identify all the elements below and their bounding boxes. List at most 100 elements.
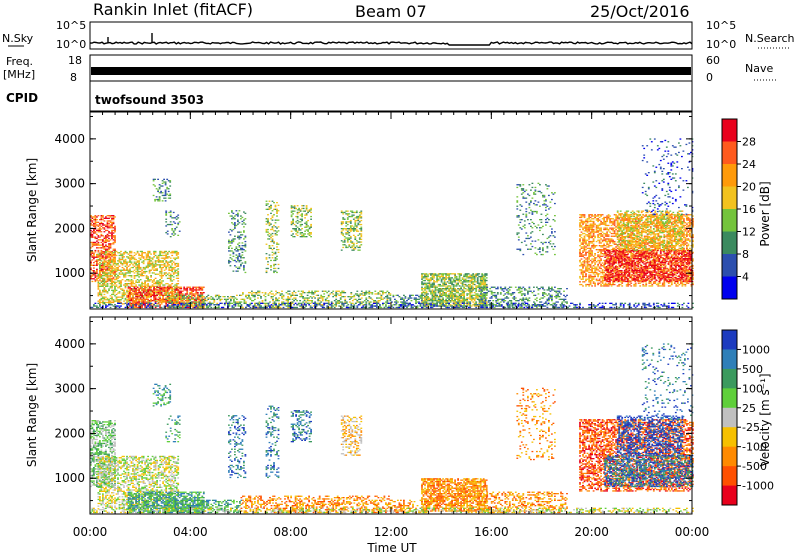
power-cell-762 bbox=[118, 252, 121, 254]
power-cell-785 bbox=[121, 293, 124, 296]
power-cell-1440 bbox=[169, 266, 172, 269]
power-cell-796 bbox=[121, 258, 124, 261]
power-cell-4559 bbox=[527, 298, 529, 300]
power-cell-1608 bbox=[135, 289, 137, 291]
power-cell-1544 bbox=[177, 252, 180, 254]
power-cell-2 bbox=[90, 275, 92, 277]
power-cell-2852 bbox=[345, 222, 348, 224]
power-cell-442 bbox=[114, 252, 116, 254]
power-cell-3952 bbox=[451, 296, 453, 298]
power-cell-2000 bbox=[193, 294, 196, 296]
power-cell-4127 bbox=[466, 285, 469, 287]
power-cell-4966 bbox=[582, 277, 584, 279]
power-cell-1655 bbox=[142, 302, 145, 304]
power-cell-4448 bbox=[499, 301, 502, 303]
power-cell-408 bbox=[112, 278, 115, 280]
power-cell-1512 bbox=[175, 275, 178, 277]
power-cell-2485 bbox=[238, 242, 241, 244]
power-cell-4030 bbox=[457, 279, 459, 282]
power-cell-3209 bbox=[303, 297, 306, 299]
power-cell-1021 bbox=[138, 257, 140, 259]
power-cell-2860 bbox=[346, 237, 349, 239]
power-cell-288 bbox=[105, 236, 107, 238]
power-cell-3356 bbox=[350, 305, 353, 307]
power-cell-860 bbox=[126, 252, 128, 254]
freq-tick-high: 18 bbox=[68, 54, 82, 67]
power-cell-1063 bbox=[141, 252, 143, 254]
power-cell-2920 bbox=[352, 218, 355, 220]
power-cell-1861 bbox=[172, 290, 175, 292]
power-cell-3043 bbox=[257, 306, 259, 309]
power-cell-2676 bbox=[277, 230, 280, 232]
power-cell-1077 bbox=[142, 270, 145, 273]
power-cell-2548 bbox=[265, 253, 268, 255]
power-cell-2446 bbox=[235, 270, 238, 272]
power-cell-2441 bbox=[234, 224, 236, 227]
power-cell-3699 bbox=[430, 298, 432, 300]
power-cell-2814 bbox=[340, 233, 343, 235]
power-cell-2664 bbox=[276, 219, 278, 221]
power-cell-4391 bbox=[484, 297, 487, 299]
power-cell-4174 bbox=[470, 296, 473, 298]
power-cell-3644 bbox=[425, 305, 428, 307]
power-cell-4009 bbox=[455, 289, 458, 291]
power-cell-231 bbox=[102, 243, 104, 245]
power-cell-3406 bbox=[365, 298, 368, 300]
power-cell-1059 bbox=[141, 261, 143, 263]
power-cell-3994 bbox=[454, 281, 456, 283]
power-cell-1958 bbox=[187, 300, 190, 302]
power-cell-4039 bbox=[458, 296, 461, 298]
power-cell-2865 bbox=[346, 223, 349, 226]
power-cell-379 bbox=[109, 216, 112, 218]
power-cell-3462 bbox=[382, 293, 384, 295]
power-cell-862 bbox=[127, 299, 130, 301]
power-cell-2857 bbox=[346, 241, 349, 243]
power-cell-2245 bbox=[228, 304, 231, 306]
power-cell-1783 bbox=[162, 298, 164, 300]
power-cell-3293 bbox=[329, 293, 332, 295]
power-cell-2247 bbox=[228, 297, 231, 299]
power-cell-3633 bbox=[424, 292, 426, 294]
power-cell-3263 bbox=[320, 297, 323, 299]
power-cell-3638 bbox=[424, 282, 426, 284]
power-cell-790 bbox=[121, 273, 124, 275]
power-cell-139 bbox=[97, 251, 100, 253]
power-cell-928 bbox=[132, 288, 134, 290]
power-cell-4060 bbox=[460, 290, 462, 292]
power-cell-4407 bbox=[489, 300, 492, 302]
power-cell-2687 bbox=[290, 214, 293, 216]
power-cell-3109 bbox=[275, 297, 277, 299]
power-cell-3096 bbox=[272, 296, 274, 298]
power-cell-540 bbox=[103, 289, 106, 291]
power-cell-827 bbox=[124, 283, 127, 285]
power-cell-801 bbox=[123, 303, 125, 305]
power-cell-2988 bbox=[360, 213, 363, 215]
power-cell-315 bbox=[106, 235, 109, 237]
power-cell-2958 bbox=[357, 217, 360, 219]
power-cell-1141 bbox=[147, 262, 149, 265]
power-cell-418 bbox=[112, 243, 115, 245]
power-cell-2798 bbox=[308, 226, 311, 228]
power-cell-2724 bbox=[296, 219, 299, 222]
power-cell-1926 bbox=[183, 302, 186, 304]
power-cell-2942 bbox=[355, 226, 358, 228]
power-cell-3793 bbox=[437, 290, 440, 292]
power-cell-1673 bbox=[144, 290, 146, 292]
power-cell-2382 bbox=[177, 222, 180, 224]
power-cell-3268 bbox=[321, 298, 324, 300]
power-cell-1675 bbox=[144, 286, 146, 288]
power-cell-1547 bbox=[127, 296, 130, 298]
power-cell-1992 bbox=[192, 286, 195, 288]
power-cell-1244 bbox=[154, 260, 157, 262]
power-cell-825 bbox=[124, 285, 127, 287]
power-cell-626 bbox=[109, 273, 112, 275]
power-cell-946 bbox=[133, 283, 136, 285]
power-cell-2997 bbox=[242, 293, 244, 295]
power-cell-252 bbox=[103, 252, 106, 254]
power-cell-736 bbox=[117, 266, 119, 269]
power-cell-3869 bbox=[443, 282, 446, 284]
power-cell-2925 bbox=[354, 238, 357, 240]
power-cell-1590 bbox=[133, 300, 136, 302]
power-cell-2147 bbox=[190, 305, 193, 307]
power-cell-1671 bbox=[144, 294, 146, 296]
